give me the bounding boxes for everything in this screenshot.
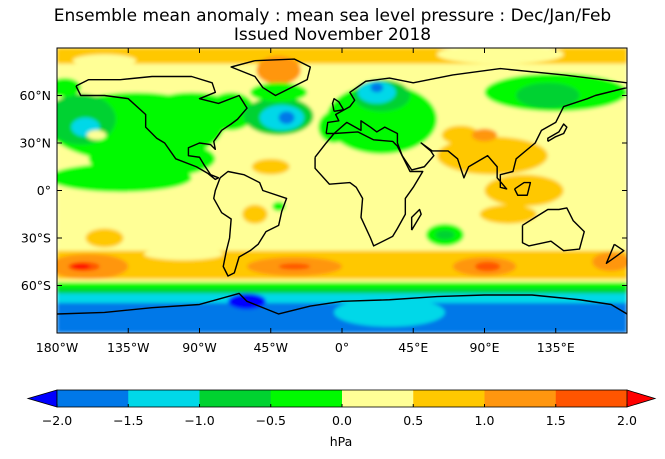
x-tick-label: 0° bbox=[335, 340, 349, 355]
y-tick-label: 60°S bbox=[21, 278, 51, 293]
x-tick-label: 135°W bbox=[107, 340, 149, 355]
x-tick-label: 90°E bbox=[469, 340, 499, 355]
colorbar-segment bbox=[413, 390, 485, 407]
field-blob bbox=[242, 204, 268, 224]
colorbar-segment bbox=[128, 390, 200, 407]
coastline-north-america bbox=[75, 75, 248, 181]
colorbar-tick-label: 2.0 bbox=[617, 413, 637, 428]
y-tick-label: 30°N bbox=[19, 135, 51, 150]
colorbar-unit-label: hPa bbox=[330, 434, 353, 449]
field-blob bbox=[144, 247, 224, 261]
field-blob bbox=[278, 263, 311, 270]
field-blob bbox=[441, 125, 480, 145]
field-blob bbox=[484, 174, 564, 207]
x-tick-label: 45°W bbox=[253, 340, 288, 355]
colorbar-under-arrow bbox=[26, 389, 58, 408]
field-blob bbox=[437, 48, 564, 64]
coastlines bbox=[57, 58, 627, 315]
colorbar-segment bbox=[199, 390, 272, 407]
field-blob bbox=[251, 158, 290, 175]
field-blob bbox=[334, 298, 445, 327]
colorbar-tick-label: 1.0 bbox=[475, 413, 495, 428]
coastline-antarctica bbox=[57, 292, 627, 315]
field-blob bbox=[72, 54, 137, 67]
field-blob bbox=[435, 230, 455, 240]
field-blob bbox=[592, 252, 627, 272]
map-axes: 180°W 135°W 90°W 45°W 0° 45°E 90°E 135°E 60°N 30°… bbox=[19, 48, 627, 355]
colorbar-segment bbox=[342, 390, 414, 407]
field-blob bbox=[71, 263, 91, 270]
colorbar-segment bbox=[484, 390, 557, 407]
field-blob bbox=[57, 78, 81, 98]
x-tick-label: 45°E bbox=[398, 340, 428, 355]
field-blob bbox=[318, 111, 350, 143]
coastline-japan bbox=[547, 123, 568, 143]
field-blob bbox=[272, 201, 285, 212]
field-blob bbox=[516, 82, 580, 109]
colorbar-tick-label: −1.5 bbox=[113, 413, 143, 428]
y-tick-label: 60°N bbox=[19, 88, 51, 103]
colorbar-tick-label: 0.5 bbox=[403, 413, 423, 428]
field-blob bbox=[278, 111, 295, 124]
field-band bbox=[57, 250, 627, 280]
title-line-2: Issued November 2018 bbox=[233, 25, 432, 45]
coastline-greenland bbox=[230, 58, 312, 97]
coastline-south-america bbox=[213, 170, 288, 277]
colorbar-tick-label: −1.0 bbox=[184, 413, 214, 428]
field-band bbox=[57, 282, 627, 291]
anomaly-map bbox=[57, 48, 627, 333]
anomaly-field bbox=[57, 48, 627, 333]
x-tick-label: 90°W bbox=[182, 340, 217, 355]
coastline-uk bbox=[331, 97, 345, 113]
field-band bbox=[57, 293, 627, 305]
colorbar-segment bbox=[270, 390, 343, 407]
field-blob bbox=[474, 261, 501, 272]
colorbar-tick-label: 1.5 bbox=[546, 413, 566, 428]
colorbar-tick-label: 0.0 bbox=[332, 413, 352, 428]
field-blob bbox=[370, 82, 384, 93]
coastline-australia bbox=[521, 207, 585, 252]
coastline-eurasia bbox=[325, 67, 627, 190]
coastline-africa bbox=[314, 131, 424, 247]
field-blob bbox=[85, 228, 124, 248]
field-blob bbox=[256, 55, 301, 85]
colorbar-tick-label: −2.0 bbox=[42, 413, 72, 428]
field-band bbox=[57, 288, 627, 295]
field-blob bbox=[436, 136, 548, 175]
x-tick-label: 180°W bbox=[36, 340, 78, 355]
field-blob bbox=[471, 128, 498, 142]
field-blob bbox=[250, 82, 308, 102]
colorbar-tick-label: −0.5 bbox=[256, 413, 286, 428]
field-blob bbox=[479, 204, 537, 224]
title-line-1: Ensemble mean anomaly : mean sea level p… bbox=[53, 6, 612, 26]
field-blob bbox=[57, 163, 192, 193]
colorbar-segment bbox=[555, 390, 628, 407]
y-tick-label: 30°S bbox=[21, 230, 51, 245]
colorbar-over-arrow bbox=[626, 389, 657, 408]
colorbar-segment bbox=[57, 390, 129, 407]
y-tick-label: 0° bbox=[37, 183, 51, 198]
coastline-new-zealand bbox=[605, 243, 625, 265]
x-tick-label: 135°E bbox=[537, 340, 575, 355]
colorbar: −2.0 −1.5 −1.0 −0.5 0.0 0.5 1.0 1.5 2.0 hPa bbox=[26, 389, 657, 449]
coastline-borneo bbox=[513, 181, 532, 196]
coastline-madagascar bbox=[410, 208, 422, 231]
field-blob bbox=[87, 130, 107, 140]
